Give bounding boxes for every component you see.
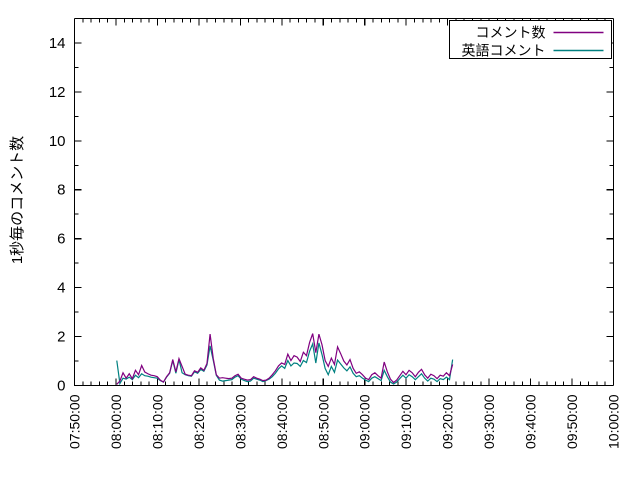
x-tick-label: 08:20:00 bbox=[191, 394, 207, 449]
x-tick-label: 09:10:00 bbox=[398, 394, 414, 449]
axis-frame bbox=[73, 17, 615, 387]
x-tick-label: 09:00:00 bbox=[357, 394, 373, 449]
x-axis-ticks: 07:50:00 08:00:00 08:10:00 08:20:00 08:30:00… bbox=[67, 18, 622, 449]
y-axis-ticks: 0 2 4 6 8 10 12 14 bbox=[49, 35, 614, 394]
x-tick-label: 10:00:00 bbox=[606, 394, 622, 449]
y-tick-label: 0 bbox=[57, 377, 65, 394]
x-tick-label: 09:20:00 bbox=[440, 394, 456, 449]
y-tick-label: 14 bbox=[49, 35, 66, 52]
y-tick-label: 12 bbox=[49, 84, 66, 101]
x-tick-label: 08:10:00 bbox=[149, 394, 165, 449]
series-lines bbox=[116, 333, 454, 386]
y-tick-label: 4 bbox=[57, 280, 65, 297]
y-tick-label: 2 bbox=[57, 329, 65, 346]
y-tick-label: 10 bbox=[49, 133, 66, 150]
x-tick-label: 07:50:00 bbox=[67, 394, 83, 449]
legend-box bbox=[449, 20, 612, 59]
x-tick-label: 09:50:00 bbox=[564, 394, 580, 449]
x-tick-label: 09:30:00 bbox=[481, 394, 497, 449]
x-tick-label: 08:40:00 bbox=[274, 394, 290, 449]
y-axis-label-text: 1秒毎のコメント数 bbox=[9, 136, 26, 264]
y-tick-label: 8 bbox=[57, 182, 65, 199]
plot-frame bbox=[73, 17, 615, 387]
x-tick-label: 09:40:00 bbox=[523, 394, 539, 449]
y-tick-label: 6 bbox=[57, 231, 65, 248]
series-line-comment-count bbox=[116, 333, 454, 385]
y-axis-label: 1秒毎のコメント数 bbox=[9, 136, 26, 264]
x-tick-label: 08:00:00 bbox=[108, 394, 124, 449]
legend-label: コメント数 bbox=[476, 25, 546, 41]
x-tick-label: 08:30:00 bbox=[232, 394, 248, 449]
legend-label: 英語コメント bbox=[462, 43, 546, 59]
x-tick-label: 08:50:00 bbox=[315, 394, 331, 449]
